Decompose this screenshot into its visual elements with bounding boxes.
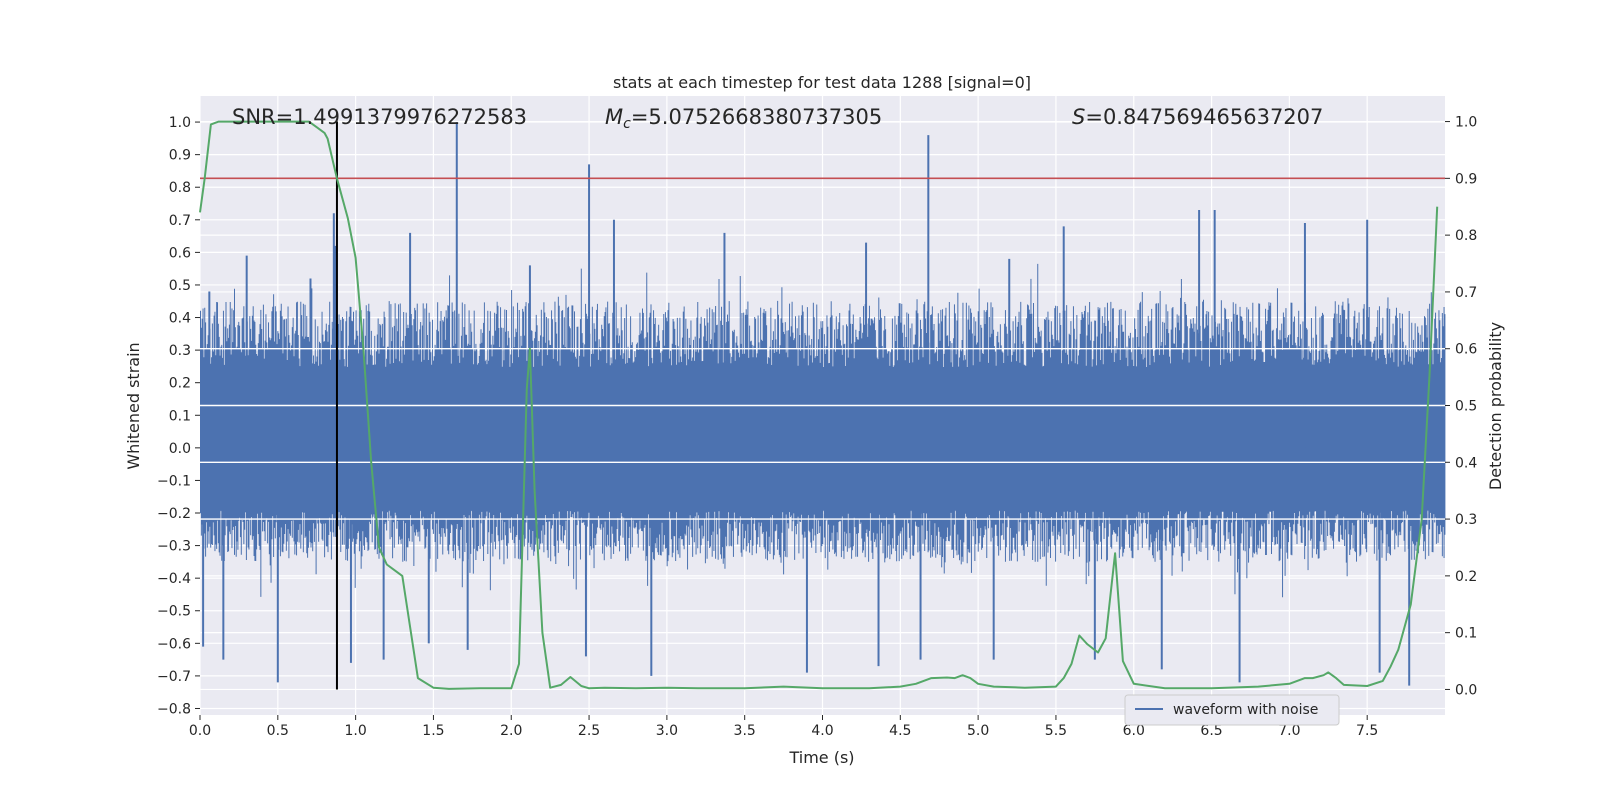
legend: waveform with noise <box>1124 694 1340 726</box>
y-right-tick-label: 0.6 <box>1455 342 1477 358</box>
x-tick-label: 3.0 <box>656 723 678 739</box>
chirp-mass-annotation: Mc=5.0752668380737305 <box>605 105 882 132</box>
x-tick-label: 2.0 <box>500 723 522 739</box>
x-tick-label: 7.5 <box>1356 723 1378 739</box>
chirp-mass-value: =5.0752668380737305 <box>631 105 882 129</box>
ticks: 0.0 0.5 1.0 1.5 2.0 2.5 3.0 3.5 4.0 4.5 5.0 5.5 6.0 6… <box>157 115 1477 739</box>
x-tick-label: 0.5 <box>267 723 289 739</box>
x-tick-label: 7.0 <box>1278 723 1300 739</box>
chirp-mass-symbol: M <box>605 105 623 129</box>
legend-box <box>1124 694 1340 726</box>
y-right-tick-label: 0.2 <box>1455 569 1477 585</box>
y-left-tick-label: −0.4 <box>157 571 191 587</box>
legend-label-waveform: waveform with noise <box>1173 702 1318 718</box>
y-right-tick-label: 0.1 <box>1455 626 1477 642</box>
y-right-tick-label: 0.0 <box>1455 682 1477 698</box>
y-left-tick-label: 0.7 <box>169 213 191 229</box>
x-tick-label: 2.5 <box>578 723 600 739</box>
y-left-tick-label: 0.3 <box>169 343 191 359</box>
x-tick-label: 6.0 <box>1123 723 1145 739</box>
y-left-tick-label: 0.9 <box>169 148 191 164</box>
x-tick-label: 3.5 <box>734 723 756 739</box>
y-axis-label-left: Whitened strain <box>124 342 143 469</box>
x-tick-label: 6.5 <box>1200 723 1222 739</box>
y-right-tick-label: 0.3 <box>1455 512 1477 528</box>
s-annotation: S=0.847569465637207 <box>1072 105 1323 129</box>
y-left-tick-label: −0.5 <box>157 604 191 620</box>
y-left-tick-label: 0.8 <box>169 180 191 196</box>
y-left-tick-label: 0.5 <box>169 278 191 294</box>
chart-title: stats at each timestep for test data 128… <box>613 73 1031 92</box>
y-right-tick-label: 0.5 <box>1455 399 1477 415</box>
y-left-tick-label: −0.3 <box>157 539 191 555</box>
overlay-lines <box>199 120 1445 690</box>
x-tick-label: 0.0 <box>189 723 211 739</box>
y-right-tick-label: 1.0 <box>1455 115 1477 131</box>
y-left-tick-label: 1.0 <box>169 115 191 131</box>
y-left-tick-label: −0.2 <box>157 506 191 522</box>
y-right-tick-label: 0.9 <box>1455 171 1477 187</box>
s-value: =0.847569465637207 <box>1085 105 1323 129</box>
detection-probability-line <box>199 120 1439 690</box>
y-left-tick-label: 0.4 <box>169 311 191 327</box>
x-tick-label: 4.0 <box>811 723 833 739</box>
y-left-tick-label: −0.8 <box>157 701 191 717</box>
y-axis-label-right: Detection probability <box>1486 322 1505 490</box>
x-tick-label: 1.0 <box>344 723 366 739</box>
s-symbol: S <box>1072 105 1085 129</box>
y-right-tick-label: 0.7 <box>1455 285 1477 301</box>
y-left-tick-label: 0.1 <box>169 408 191 424</box>
x-tick-label: 5.5 <box>1045 723 1067 739</box>
waveform-noise <box>200 263 1446 598</box>
x-axis-label: Time (s) <box>788 748 854 767</box>
y-left-tick-label: 0.6 <box>169 245 191 261</box>
x-tick-label: 4.5 <box>889 723 911 739</box>
x-tick-label: 5.0 <box>967 723 989 739</box>
y-left-tick-label: 0.0 <box>169 441 191 457</box>
waveform-series <box>200 122 1446 686</box>
snr-annotation: SNR=1.4991379976272583 <box>232 105 527 129</box>
chirp-mass-subscript: c <box>623 116 631 132</box>
y-left-tick-label: 0.2 <box>169 376 191 392</box>
y-left-tick-label: −0.7 <box>157 669 191 685</box>
y-left-tick-label: −0.1 <box>157 473 191 489</box>
y-left-tick-label: −0.6 <box>157 636 191 652</box>
y-right-tick-label: 0.8 <box>1455 228 1477 244</box>
x-tick-label: 1.5 <box>422 723 444 739</box>
y-right-tick-label: 0.4 <box>1455 455 1477 471</box>
